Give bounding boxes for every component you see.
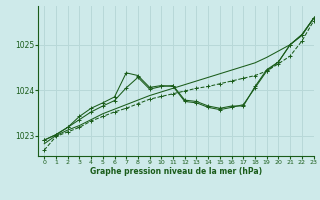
X-axis label: Graphe pression niveau de la mer (hPa): Graphe pression niveau de la mer (hPa)	[90, 167, 262, 176]
